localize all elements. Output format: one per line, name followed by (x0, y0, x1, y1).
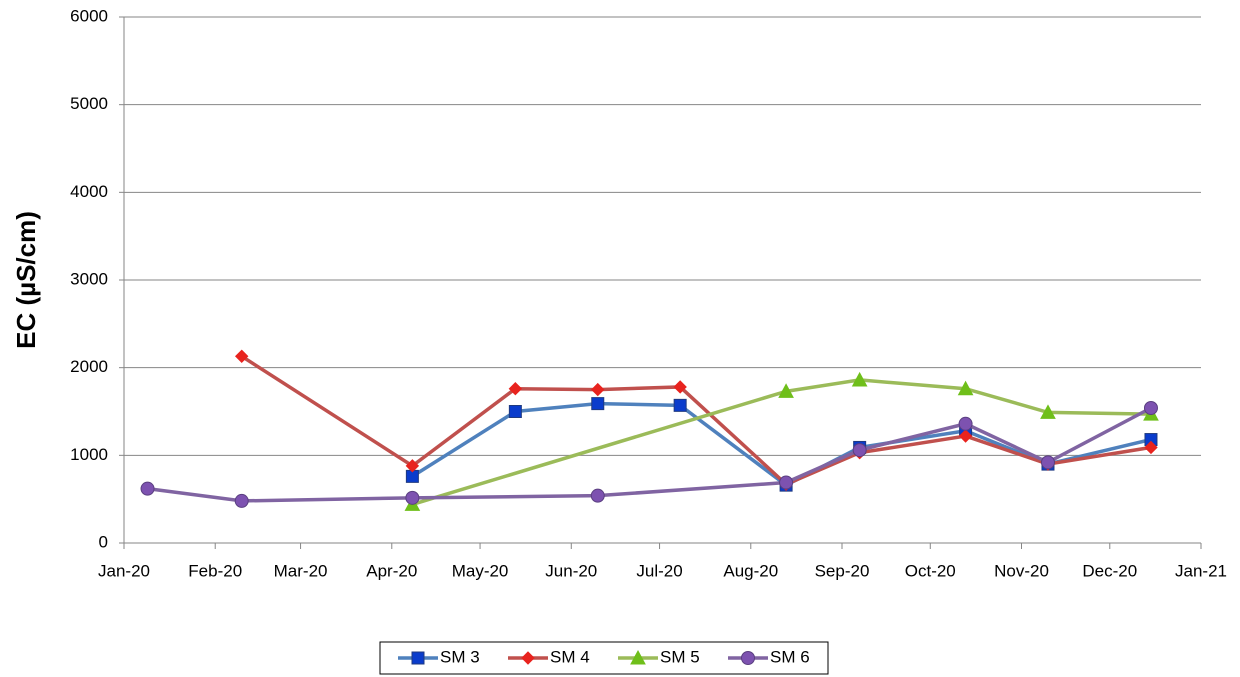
legend-label: SM 5 (660, 647, 700, 666)
y-tick-label: 4000 (70, 182, 108, 201)
marker (405, 459, 420, 473)
x-tick-label: Feb-20 (188, 561, 242, 580)
legend-marker (521, 651, 535, 665)
y-tick-label: 1000 (70, 445, 108, 464)
marker (1040, 404, 1056, 419)
y-tick-label: 5000 (70, 94, 108, 113)
marker (1144, 440, 1158, 455)
x-tick-label: Jan-21 (1175, 561, 1227, 580)
legend-marker (630, 649, 646, 665)
x-tick-label: May-20 (452, 561, 509, 580)
series-line (411, 401, 1152, 488)
legend-marker (411, 651, 425, 665)
x-tick-label: Jun-20 (545, 561, 597, 580)
x-tick-label: Nov-20 (994, 561, 1049, 580)
marker (405, 490, 420, 505)
marker (591, 397, 605, 411)
x-tick-label: Apr-20 (366, 561, 417, 580)
y-axis-label: EC (µS/cm) (11, 211, 41, 349)
marker (851, 371, 868, 387)
x-tick-label: Jan-20 (98, 561, 150, 580)
marker (508, 405, 522, 418)
x-tick-label: Mar-20 (274, 561, 328, 580)
marker (673, 380, 687, 394)
marker (591, 382, 605, 397)
marker (778, 383, 794, 398)
y-tick-label: 2000 (70, 357, 108, 376)
marker (958, 429, 973, 443)
marker (508, 381, 523, 396)
marker (958, 416, 973, 431)
marker (673, 398, 687, 412)
y-tick-label: 3000 (70, 269, 108, 288)
legend-label: SM 6 (770, 647, 810, 666)
marker (852, 443, 867, 458)
marker (590, 488, 605, 503)
y-tick-label: 6000 (70, 6, 108, 25)
marker (234, 493, 249, 508)
x-tick-label: Dec-20 (1082, 561, 1137, 580)
series-line (240, 354, 1152, 487)
x-tick-label: Sep-20 (815, 561, 870, 580)
x-tick-label: Aug-20 (723, 561, 778, 580)
series-line (411, 378, 1152, 507)
y-tick-label: 0 (99, 532, 108, 551)
marker (1143, 400, 1158, 415)
marker (140, 481, 155, 496)
legend-label: SM 3 (440, 647, 480, 666)
x-tick-label: Oct-20 (905, 561, 956, 580)
marker (957, 380, 974, 396)
marker (779, 475, 794, 490)
marker (234, 349, 249, 363)
x-tick-label: Jul-20 (636, 561, 682, 580)
legend-marker (741, 651, 755, 665)
series-line (147, 406, 1152, 503)
legend-label: SM 4 (550, 647, 590, 666)
marker (1040, 455, 1055, 470)
